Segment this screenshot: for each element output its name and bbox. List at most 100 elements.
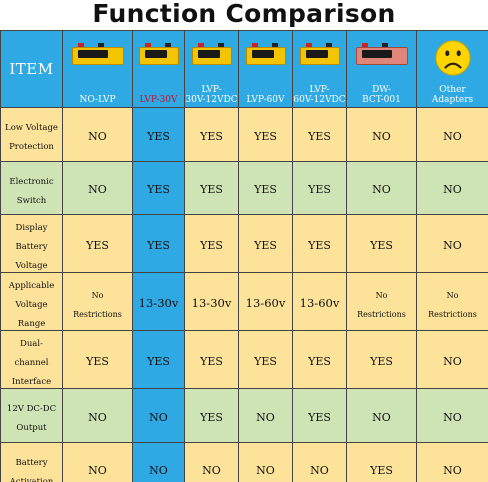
- cell-value: YES: [147, 129, 170, 143]
- cell-lvp-30v: NO: [132, 388, 185, 443]
- cell-lvp-30v-12vdc: NO: [184, 441, 239, 482]
- cell-value: 13-30v: [191, 296, 232, 310]
- cell-dw-bct-001: YES: [346, 214, 417, 273]
- row-header-cell: Applicable Voltage Range: [0, 272, 63, 331]
- cell-lvp-30v: YES: [132, 107, 185, 162]
- cell-lvp-60v: YES: [238, 330, 293, 389]
- cell-value: NO: [443, 410, 462, 424]
- table-row: Electronic Switch NO YES YES YES YES NO NO: [0, 160, 488, 215]
- cell-other-adapters: NO: [416, 441, 488, 482]
- cell-lvp-30v-12vdc: YES: [184, 107, 239, 162]
- cell-lvp-60v-12vdc: YES: [292, 107, 347, 162]
- cell-value: NO: [88, 410, 107, 424]
- table-row: Battery Activation NO NO NO NO NO YES NO: [0, 441, 488, 482]
- battery-protector-icon: [298, 41, 342, 69]
- cell-value: YES: [308, 183, 331, 197]
- cell-dw-bct-001: NO: [346, 107, 417, 162]
- cell-lvp-60v: NO: [238, 388, 293, 443]
- item-header: ITEM: [0, 30, 63, 108]
- cell-no-lvp: NO: [62, 441, 133, 482]
- column-header-no-lvp: NO-LVP: [62, 30, 133, 108]
- column-label: DW- BCT-001: [362, 85, 401, 105]
- cell-value: YES: [200, 239, 223, 252]
- cell-lvp-30v: YES: [132, 214, 185, 273]
- cell-value: NO: [372, 129, 391, 143]
- cell-lvp-30v-12vdc: YES: [184, 388, 239, 443]
- cell-value: NO: [443, 464, 462, 478]
- column-label: LVP-30V: [139, 95, 178, 105]
- cell-lvp-60v-12vdc: YES: [292, 388, 347, 443]
- cell-value: YES: [147, 239, 170, 252]
- cell-value: YES: [254, 129, 277, 143]
- cell-value: NO: [443, 239, 462, 252]
- row-label: 12V DC-DC Output: [6, 404, 57, 434]
- cell-no-lvp: NO: [62, 388, 133, 443]
- row-label: Applicable Voltage Range: [8, 281, 55, 329]
- cell-dw-bct-001: NO: [346, 160, 417, 215]
- cell-lvp-30v: YES: [132, 160, 185, 215]
- comparison-table: ITEM NO-LVP LVP-30V LVP- 30V-12VDC: [0, 30, 488, 482]
- cell-lvp-30v: 13-30v: [132, 272, 185, 331]
- cell-dw-bct-001: No Restrictions: [346, 272, 417, 331]
- cell-value: NO: [372, 183, 391, 197]
- cell-value: YES: [308, 129, 331, 143]
- battery-protector-icon: [244, 41, 288, 69]
- cell-no-lvp: NO: [62, 107, 133, 162]
- battery-protector-icon: [137, 41, 181, 69]
- cell-lvp-30v-12vdc: YES: [184, 330, 239, 389]
- cell-dw-bct-001: YES: [346, 330, 417, 389]
- cell-value: YES: [86, 355, 109, 368]
- cell-lvp-60v-12vdc: NO: [292, 441, 347, 482]
- cell-other-adapters: NO: [416, 107, 488, 162]
- column-label: LVP-60V: [246, 95, 285, 105]
- cell-value: YES: [200, 355, 223, 368]
- header-row: ITEM NO-LVP LVP-30V LVP- 30V-12VDC: [0, 30, 488, 108]
- table-row: 12V DC-DC Output NO NO YES NO YES NO NO: [0, 388, 488, 443]
- cell-value: NO: [310, 464, 329, 478]
- cell-lvp-60v: 13-60v: [238, 272, 293, 331]
- cell-value: NO: [443, 183, 462, 197]
- row-label: Electronic Switch: [9, 176, 54, 206]
- cell-lvp-60v: NO: [238, 441, 293, 482]
- cell-lvp-60v-12vdc: 13-60v: [292, 272, 347, 331]
- table-row: Dual- channel Interface YES YES YES YES YES YE…: [0, 330, 488, 389]
- cell-other-adapters: NO: [416, 388, 488, 443]
- cell-dw-bct-001: NO: [346, 388, 417, 443]
- cell-lvp-30v-12vdc: 13-30v: [184, 272, 239, 331]
- cell-value: NO: [88, 464, 107, 478]
- cell-value: YES: [147, 183, 170, 197]
- cell-value: YES: [86, 239, 109, 252]
- cell-value: NO: [88, 183, 107, 197]
- cell-value: 13-60v: [245, 296, 286, 310]
- cell-value: YES: [200, 129, 223, 143]
- cell-lvp-30v: NO: [132, 441, 185, 482]
- cell-value: YES: [370, 355, 393, 368]
- cell-value: YES: [370, 239, 393, 252]
- row-label: Dual- channel Interface: [11, 339, 52, 387]
- column-label: LVP- 30V-12VDC: [185, 85, 238, 105]
- row-header-cell: Battery Activation: [0, 441, 63, 482]
- cell-value: YES: [308, 410, 331, 424]
- column-header-lvp-60v-12vdc: LVP- 60V-12VDC: [292, 30, 347, 108]
- row-label: Battery Activation: [9, 457, 54, 482]
- cell-other-adapters: No Restrictions: [416, 272, 488, 331]
- cell-other-adapters: NO: [416, 214, 488, 273]
- cell-lvp-60v-12vdc: YES: [292, 330, 347, 389]
- cell-value: 13-30v: [138, 296, 179, 310]
- row-header-cell: Dual- channel Interface: [0, 330, 63, 389]
- cell-value: YES: [200, 410, 223, 424]
- row-label: Display Battery Voltage: [15, 223, 48, 271]
- cell-lvp-60v: YES: [238, 160, 293, 215]
- battery-protector-icon: [70, 41, 126, 69]
- cell-value: No Restrictions: [73, 290, 122, 319]
- cell-value: YES: [254, 183, 277, 197]
- cell-value: NO: [256, 464, 275, 478]
- cell-lvp-30v-12vdc: YES: [184, 160, 239, 215]
- column-header-lvp-30v-12vdc: LVP- 30V-12VDC: [184, 30, 239, 108]
- cell-no-lvp: NO: [62, 160, 133, 215]
- row-header-cell: Low Voltage Protection: [0, 107, 63, 162]
- cell-value: YES: [254, 239, 277, 252]
- cell-lvp-60v: YES: [238, 214, 293, 273]
- cell-value: YES: [308, 239, 331, 252]
- cell-lvp-60v-12vdc: YES: [292, 160, 347, 215]
